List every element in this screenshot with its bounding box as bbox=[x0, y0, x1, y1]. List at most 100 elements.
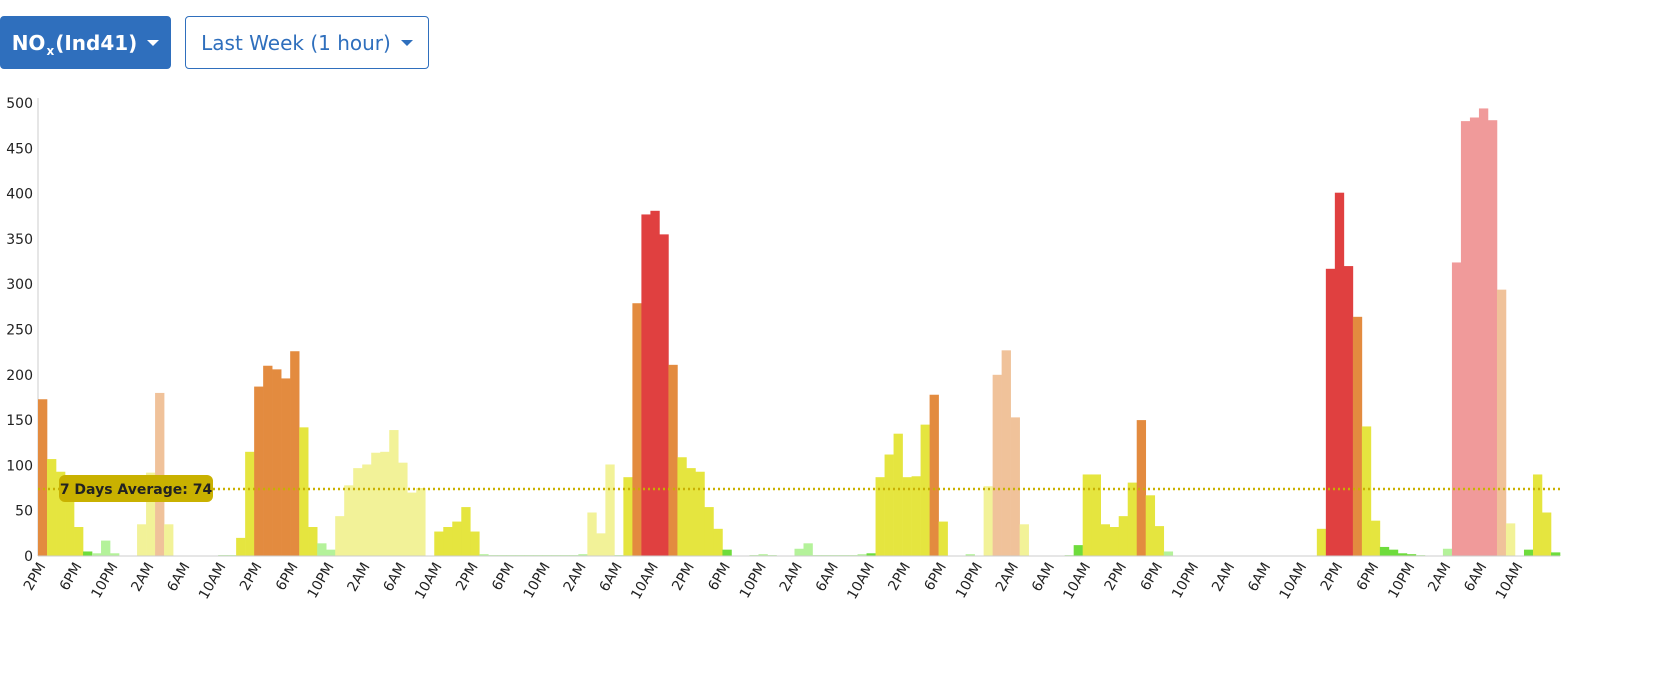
bar[interactable] bbox=[1397, 553, 1408, 556]
bar[interactable] bbox=[704, 507, 714, 556]
bar[interactable] bbox=[632, 303, 642, 556]
bar[interactable] bbox=[875, 477, 885, 556]
bar[interactable] bbox=[137, 524, 147, 556]
bar[interactable] bbox=[911, 476, 921, 556]
bar[interactable] bbox=[380, 451, 390, 556]
bar[interactable] bbox=[605, 464, 615, 556]
bar[interactable] bbox=[1460, 121, 1471, 557]
bar[interactable] bbox=[416, 488, 426, 556]
bar[interactable] bbox=[866, 553, 876, 556]
bar[interactable] bbox=[1118, 516, 1129, 556]
bar[interactable] bbox=[65, 499, 75, 556]
bar[interactable] bbox=[317, 543, 327, 556]
bar[interactable] bbox=[1082, 474, 1092, 556]
bar[interactable] bbox=[686, 468, 696, 556]
bar[interactable] bbox=[902, 477, 912, 556]
bar[interactable] bbox=[371, 452, 381, 556]
bar[interactable] bbox=[92, 553, 102, 556]
bar[interactable] bbox=[434, 531, 444, 556]
bar[interactable] bbox=[1334, 192, 1345, 556]
bar[interactable] bbox=[992, 374, 1002, 556]
bar[interactable] bbox=[245, 451, 255, 556]
bar[interactable] bbox=[623, 477, 633, 556]
bar[interactable] bbox=[1100, 524, 1111, 556]
bar[interactable] bbox=[929, 394, 939, 556]
bar[interactable] bbox=[578, 554, 588, 556]
bar[interactable] bbox=[326, 549, 336, 556]
bar[interactable] bbox=[335, 516, 345, 556]
bar[interactable] bbox=[1469, 117, 1480, 557]
bar[interactable] bbox=[1109, 527, 1120, 556]
bar[interactable] bbox=[1478, 108, 1489, 556]
bar[interactable] bbox=[461, 507, 471, 556]
bar[interactable] bbox=[452, 521, 462, 556]
bar[interactable] bbox=[146, 472, 156, 556]
bar[interactable] bbox=[1532, 474, 1543, 556]
bar[interactable] bbox=[668, 364, 678, 556]
bar[interactable] bbox=[1073, 545, 1083, 556]
bar[interactable] bbox=[884, 454, 894, 556]
bar[interactable] bbox=[938, 521, 948, 556]
bar[interactable] bbox=[1388, 549, 1399, 556]
bar[interactable] bbox=[74, 527, 84, 556]
bar[interactable] bbox=[758, 554, 768, 556]
bar[interactable] bbox=[83, 551, 93, 556]
bar[interactable] bbox=[1361, 426, 1372, 556]
bar[interactable] bbox=[236, 537, 246, 556]
bar[interactable] bbox=[398, 462, 408, 556]
pollutant-dropdown-button[interactable]: NO x (Ind41) bbox=[0, 16, 171, 69]
bar[interactable] bbox=[893, 433, 903, 556]
time-range-dropdown-button[interactable]: Last Week (1 hour) bbox=[185, 16, 429, 69]
bar[interactable] bbox=[713, 528, 723, 556]
bar[interactable] bbox=[1325, 268, 1336, 556]
bar[interactable] bbox=[443, 527, 453, 556]
bar[interactable] bbox=[1550, 552, 1561, 556]
bar[interactable] bbox=[353, 468, 363, 556]
bar[interactable] bbox=[1442, 548, 1453, 556]
bar[interactable] bbox=[1163, 551, 1174, 556]
bar[interactable] bbox=[650, 210, 660, 556]
bar[interactable] bbox=[641, 214, 651, 556]
bar[interactable] bbox=[965, 554, 975, 556]
bar[interactable] bbox=[1523, 549, 1534, 556]
bar[interactable] bbox=[38, 399, 48, 556]
bar[interactable] bbox=[1370, 520, 1381, 556]
bar[interactable] bbox=[470, 531, 480, 556]
bar[interactable] bbox=[677, 457, 687, 556]
bar[interactable] bbox=[263, 365, 273, 556]
bar[interactable] bbox=[1406, 554, 1417, 556]
bar[interactable] bbox=[659, 234, 669, 556]
bar[interactable] bbox=[1019, 524, 1029, 556]
bar[interactable] bbox=[299, 427, 309, 556]
bar[interactable] bbox=[308, 527, 318, 556]
bar[interactable] bbox=[920, 424, 930, 556]
bar[interactable] bbox=[1451, 262, 1462, 556]
bar[interactable] bbox=[596, 533, 606, 556]
bar[interactable] bbox=[407, 492, 417, 556]
bar[interactable] bbox=[290, 351, 300, 556]
bar[interactable] bbox=[155, 392, 165, 556]
bar[interactable] bbox=[857, 554, 867, 556]
bar[interactable] bbox=[1154, 526, 1165, 556]
bar[interactable] bbox=[1505, 523, 1516, 556]
bar[interactable] bbox=[803, 543, 813, 556]
bar[interactable] bbox=[695, 471, 705, 556]
bar[interactable] bbox=[1010, 417, 1020, 556]
bar[interactable] bbox=[362, 464, 372, 556]
bar[interactable] bbox=[389, 430, 399, 556]
bar[interactable] bbox=[101, 540, 111, 556]
bar[interactable] bbox=[1136, 420, 1147, 556]
bar[interactable] bbox=[1091, 474, 1101, 556]
bar[interactable] bbox=[1145, 495, 1156, 556]
bar[interactable] bbox=[110, 553, 120, 556]
bar[interactable] bbox=[722, 549, 732, 556]
bar[interactable] bbox=[1352, 316, 1363, 556]
bar[interactable] bbox=[47, 459, 57, 556]
bar[interactable] bbox=[983, 486, 993, 556]
bar[interactable] bbox=[1127, 482, 1138, 556]
bar[interactable] bbox=[1316, 528, 1327, 556]
bar[interactable] bbox=[1001, 350, 1011, 556]
bar[interactable] bbox=[281, 378, 291, 556]
bar[interactable] bbox=[56, 471, 66, 556]
bar[interactable] bbox=[1496, 289, 1507, 556]
